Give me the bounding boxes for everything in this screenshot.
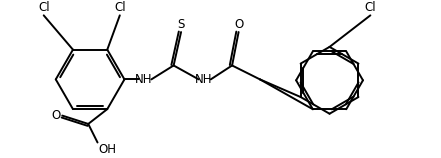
Text: NH: NH bbox=[135, 73, 153, 86]
Text: OH: OH bbox=[98, 143, 116, 156]
Text: Cl: Cl bbox=[38, 1, 49, 14]
Text: Cl: Cl bbox=[114, 1, 126, 14]
Text: NH: NH bbox=[194, 73, 212, 86]
Text: Cl: Cl bbox=[365, 1, 376, 14]
Text: O: O bbox=[234, 18, 243, 31]
Text: S: S bbox=[177, 18, 185, 31]
Text: O: O bbox=[51, 109, 60, 122]
